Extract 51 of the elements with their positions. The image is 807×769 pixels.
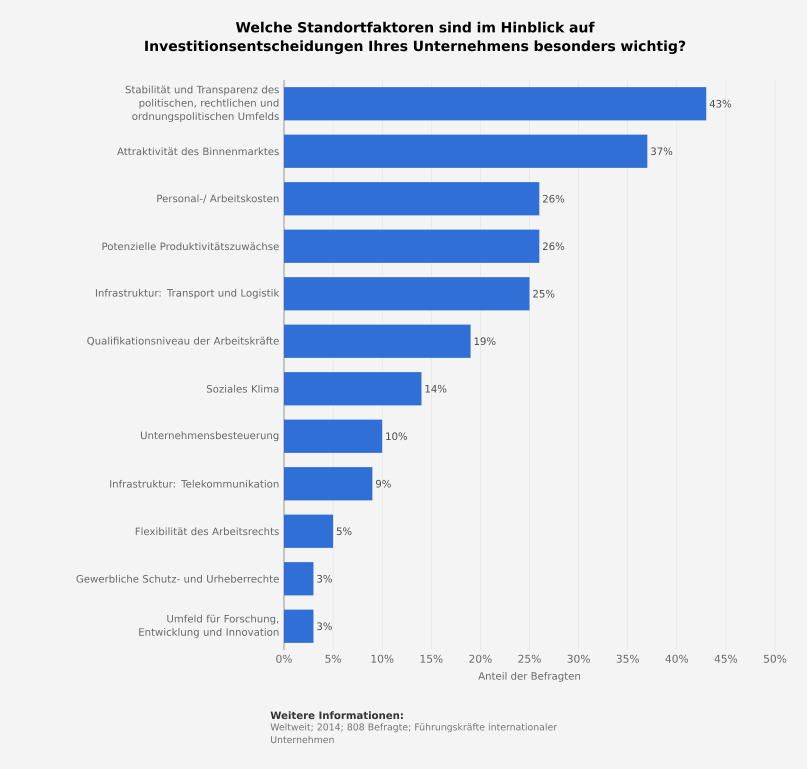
data-label: 14%: [426, 384, 446, 393]
x-tick-label: 20%: [469, 654, 492, 663]
data-label: 37%: [651, 147, 672, 156]
bar: [284, 134, 648, 168]
bar: [284, 277, 530, 310]
data-label: 10%: [386, 432, 408, 440]
y-tick-label: Qualifikationsniveau der Arbeitskräfte: [87, 336, 279, 346]
bar: [284, 87, 706, 120]
y-tick-label: Potenzielle Produktivitätszuwächse: [102, 242, 279, 250]
x-tick-label: 25%: [518, 654, 541, 663]
data-label: 19%: [474, 337, 496, 346]
data-label: 26%: [543, 194, 564, 203]
y-tick-label: Unternehmensbesteuerung: [140, 431, 278, 442]
data-label: 43%: [710, 100, 732, 108]
y-tick-label: Gewerbliche Schutz- und Urheberrechte: [76, 574, 279, 583]
x-tick-label: 5%: [325, 654, 341, 663]
bar: [284, 372, 422, 406]
bar: [284, 610, 314, 643]
bar: [284, 420, 382, 453]
y-tick-label: Soziales Klima: [206, 384, 278, 393]
chart-title: Welche Standortfaktoren sind im Hinblick auf Investitionsentscheidungen Ihres Unternehmens besonders wichtig?: [145, 22, 686, 54]
bar: [284, 467, 372, 500]
y-tick-label: Stabilität und Transparenz des politischen, rechtlichen und ordnungspolitischen Umfelds: [126, 86, 279, 122]
bar: [284, 562, 314, 596]
data-label: 5%: [336, 527, 352, 536]
data-label: 3%: [317, 622, 332, 630]
x-tick-label: 30%: [568, 654, 590, 663]
bar: [284, 230, 540, 263]
data-label: 3%: [317, 574, 332, 583]
data-label: 26%: [543, 242, 564, 250]
y-tick-label: Umfeld für Forschung, Entwicklung und Innovation: [139, 614, 278, 638]
x-tick-label: 50%: [764, 654, 786, 663]
x-tick-label: 35%: [616, 654, 639, 663]
y-tick-label: Personal-/ Arbeitskosten: [157, 194, 278, 204]
data-label: 25%: [533, 290, 554, 298]
text: Weitere Informationen:: [270, 711, 403, 720]
x-tick-label: 40%: [665, 654, 688, 663]
x-tick-label: 0%: [276, 654, 292, 663]
text: Weltweit; 2014; 808 Befragte; Führungskräfte internationaler Unternehmen: [270, 723, 558, 744]
x-axis-title: Anteil der Befragten: [478, 672, 580, 682]
data-label: 9%: [376, 480, 391, 488]
bar: [284, 514, 334, 548]
bar: [284, 324, 471, 358]
x-tick-label: 10%: [372, 654, 394, 663]
y-tick-label: Attraktivität des Binnenmarktes: [117, 147, 279, 156]
y-tick-label: Infrastruktur: Telekommunikation: [110, 480, 278, 488]
y-tick-label: Flexibilität des Arbeitsrechts: [136, 527, 279, 536]
bar: [284, 182, 540, 216]
x-tick-label: 45%: [714, 654, 738, 663]
y-tick-label: Infrastruktur: Transport und Logistik: [96, 288, 280, 299]
x-tick-label: 15%: [420, 654, 443, 663]
